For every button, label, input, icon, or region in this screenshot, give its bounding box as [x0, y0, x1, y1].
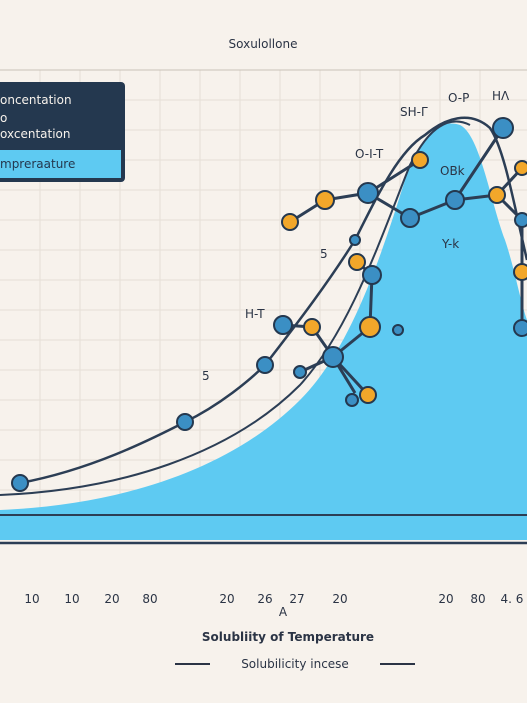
- curve: [19, 116, 527, 485]
- chart-footer-subtitle: Solubilicity incese: [241, 657, 349, 671]
- annotation: 5: [320, 247, 328, 261]
- annotations: SH-Γ O-P HΛ O-I-T OBk Y-k H-T 5 5: [202, 89, 510, 383]
- legend-item: mpreraature: [0, 157, 75, 171]
- legend-item: o: [0, 111, 7, 125]
- legend-item: oncentation: [0, 93, 72, 107]
- annotation: HΛ: [492, 89, 510, 103]
- annotation: H-T: [245, 307, 265, 321]
- x-tick-label: 20: [438, 592, 453, 606]
- x-tick-label: 26: [257, 592, 272, 606]
- x-tick-label: 20: [104, 592, 119, 606]
- curve-inner: [0, 120, 471, 496]
- x-tick-label: 80: [470, 592, 485, 606]
- chart-footer-title: Solubliity of Temperature: [202, 630, 374, 644]
- annotation: 5: [202, 369, 210, 383]
- x-tick-label: 80: [142, 592, 157, 606]
- x-labels: 10 10 20 80 20 26 27 20 20 80 4. 6: [24, 592, 523, 606]
- annotation: O-I-T: [355, 147, 384, 161]
- annotation: SH-Γ: [400, 105, 428, 119]
- x-tick-label: 10: [24, 592, 39, 606]
- x-tick-label: 27: [289, 592, 304, 606]
- area: [0, 123, 527, 541]
- axis-letter: A: [279, 605, 288, 619]
- x-tick-label: 10: [64, 592, 79, 606]
- atoms: [11, 117, 527, 492]
- legend: oncentation o oxcentation mpreraature: [0, 82, 125, 182]
- x-tick-label: 20: [219, 592, 234, 606]
- annotation: O-P: [448, 91, 469, 105]
- annotation: Y-k: [441, 237, 459, 251]
- x-tick-label: 4. 6: [501, 592, 524, 606]
- legend-item: oxcentation: [0, 127, 71, 141]
- legend-swatch: [0, 150, 121, 178]
- title: Soxulollone: [229, 37, 298, 51]
- x-tick-label: 20: [332, 592, 347, 606]
- annotation: OBk: [440, 164, 465, 178]
